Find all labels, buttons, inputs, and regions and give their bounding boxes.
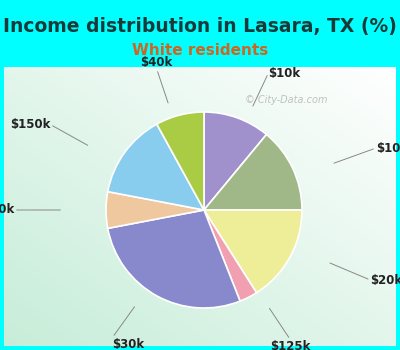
- Wedge shape: [106, 192, 204, 228]
- Wedge shape: [108, 210, 240, 308]
- Text: $40k: $40k: [141, 56, 173, 69]
- Text: $150k: $150k: [10, 118, 50, 131]
- Wedge shape: [204, 210, 302, 293]
- Text: White residents: White residents: [132, 43, 268, 58]
- Text: $125k: $125k: [270, 340, 310, 350]
- Wedge shape: [204, 210, 256, 301]
- Wedge shape: [157, 112, 204, 210]
- Wedge shape: [204, 112, 266, 210]
- Text: $30k: $30k: [112, 337, 144, 350]
- Text: $50k: $50k: [0, 203, 14, 217]
- Text: © City-Data.com: © City-Data.com: [245, 95, 328, 105]
- Wedge shape: [108, 124, 204, 210]
- Wedge shape: [204, 134, 302, 210]
- Text: $20k: $20k: [370, 274, 400, 287]
- Text: Income distribution in Lasara, TX (%): Income distribution in Lasara, TX (%): [3, 17, 397, 36]
- Text: $100k: $100k: [376, 141, 400, 155]
- Text: $10k: $10k: [268, 66, 300, 79]
